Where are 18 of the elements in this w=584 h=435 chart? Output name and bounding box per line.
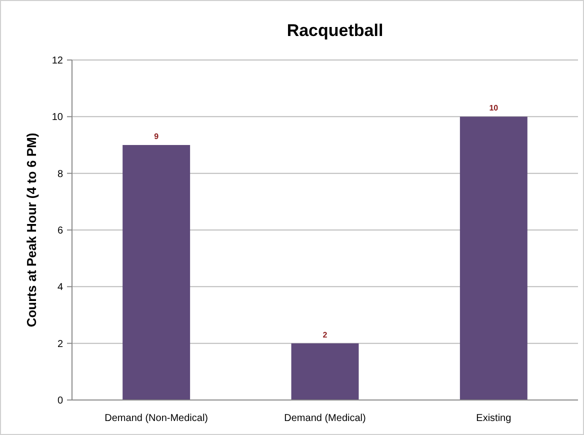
x-tick-label: Existing xyxy=(476,413,512,424)
y-tick-label: 12 xyxy=(52,56,64,66)
y-axis-title: Courts at Peak Hour (4 to 6 PM) xyxy=(24,132,39,328)
bar xyxy=(460,116,528,400)
y-tick-label: 0 xyxy=(57,396,64,406)
y-tick-label: 2 xyxy=(57,338,64,350)
y-tick-label: 8 xyxy=(57,168,64,180)
y-tick-label: 10 xyxy=(52,112,64,124)
data-label: 2 xyxy=(322,330,328,340)
chart-title: Racquetball xyxy=(286,21,384,40)
bar xyxy=(122,145,190,400)
x-tick-label: Demand (Non-Medical) xyxy=(104,413,208,424)
data-label: 9 xyxy=(154,132,160,141)
y-tick-label: 4 xyxy=(57,282,64,294)
data-label: 10 xyxy=(489,104,499,113)
y-tick-label: 6 xyxy=(57,226,64,236)
bar xyxy=(291,343,359,400)
x-tick-label: Demand (Medical) xyxy=(284,413,366,424)
